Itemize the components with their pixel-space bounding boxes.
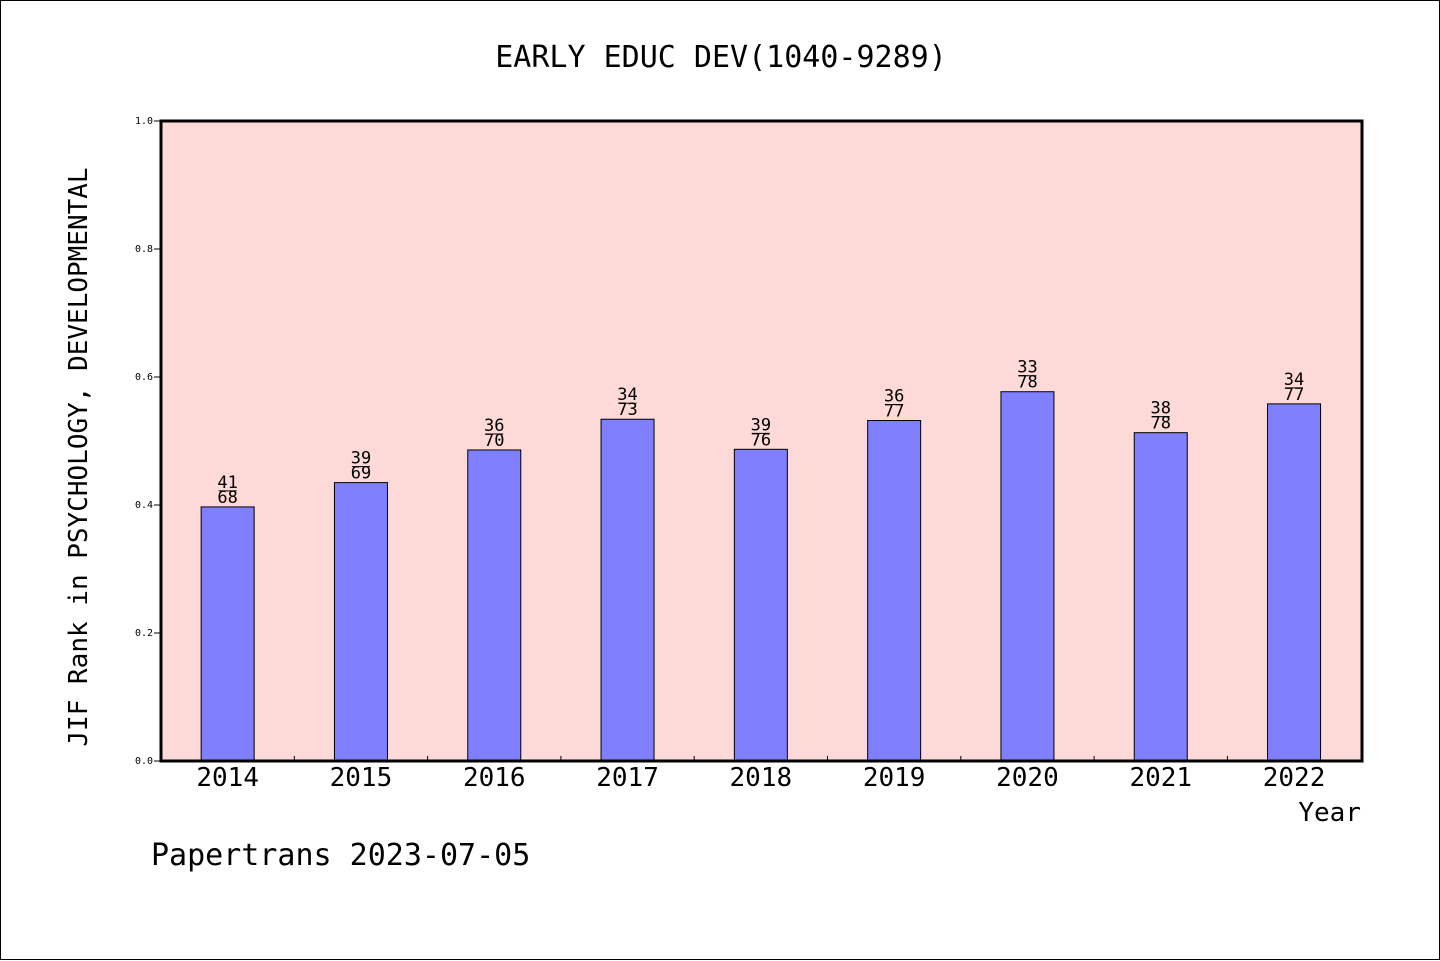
plot-border xyxy=(159,119,1364,763)
bar-2015 xyxy=(333,482,388,762)
bar-2017 xyxy=(600,418,655,762)
bar-label-bottom: 77 xyxy=(1284,385,1304,405)
y-tick-label: 1.0 xyxy=(135,116,153,127)
y-tick-label: 0.2 xyxy=(135,628,153,639)
bar-label-bottom: 68 xyxy=(217,488,237,508)
x-axis-title: Year xyxy=(1298,798,1361,828)
bar-label-top: 36 xyxy=(884,387,904,407)
bar-label-top: 34 xyxy=(617,385,637,405)
x-tick-label: 2021 xyxy=(1129,763,1192,793)
bar-label-bottom: 73 xyxy=(617,400,637,420)
bar-2020 xyxy=(1000,391,1055,762)
x-tick-label: 2018 xyxy=(730,763,793,793)
x-tick-label: 2020 xyxy=(996,763,1059,793)
x-tick-label: 2016 xyxy=(463,763,526,793)
bar-2018 xyxy=(733,448,788,762)
bar-label-top: 38 xyxy=(1151,399,1171,419)
bar-2016 xyxy=(467,449,522,762)
x-tick-label: 2019 xyxy=(863,763,926,793)
bar-label-top: 39 xyxy=(351,449,371,469)
bar-2021 xyxy=(1133,432,1188,762)
bar-label-bottom: 70 xyxy=(484,431,504,451)
bar-label-top: 33 xyxy=(1017,358,1037,378)
y-tick-label: 0.0 xyxy=(135,756,153,767)
bar-2022 xyxy=(1267,403,1322,762)
bar-label-bottom: 77 xyxy=(884,402,904,422)
bar-2014 xyxy=(200,506,255,762)
x-tick-label: 2017 xyxy=(596,763,659,793)
watermark-text: Papertrans 2023-07-05 xyxy=(151,838,530,873)
y-tick-label: 0.8 xyxy=(135,244,153,255)
bar-label-top: 36 xyxy=(484,416,504,436)
x-tick-label: 2015 xyxy=(330,763,393,793)
chart-title: EARLY EDUC DEV(1040-9289) xyxy=(495,40,947,75)
bar-label-bottom: 78 xyxy=(1017,373,1037,393)
y-tick-label: 0.6 xyxy=(135,372,153,383)
y-axis-title: JIF Rank in PSYCHOLOGY, DEVELOPMENTAL xyxy=(64,167,94,746)
bar-label-bottom: 69 xyxy=(351,464,371,484)
bar-2019 xyxy=(867,420,922,762)
ticks-layer: 0.0 0.2 0.4 0.6 0.8 1.0 2014 2015 2016 2017 2018 20… xyxy=(135,116,1325,793)
y-tick-label: 0.4 xyxy=(135,500,153,511)
x-tick-label: 2014 xyxy=(196,763,259,793)
bar-label-bottom: 76 xyxy=(751,430,771,450)
x-tick-label: 2022 xyxy=(1263,763,1326,793)
bar-label-top: 41 xyxy=(217,473,237,493)
bar-label-top: 39 xyxy=(751,415,771,435)
bar-label-top: 34 xyxy=(1284,370,1304,390)
bar-label-bottom: 78 xyxy=(1151,414,1171,434)
